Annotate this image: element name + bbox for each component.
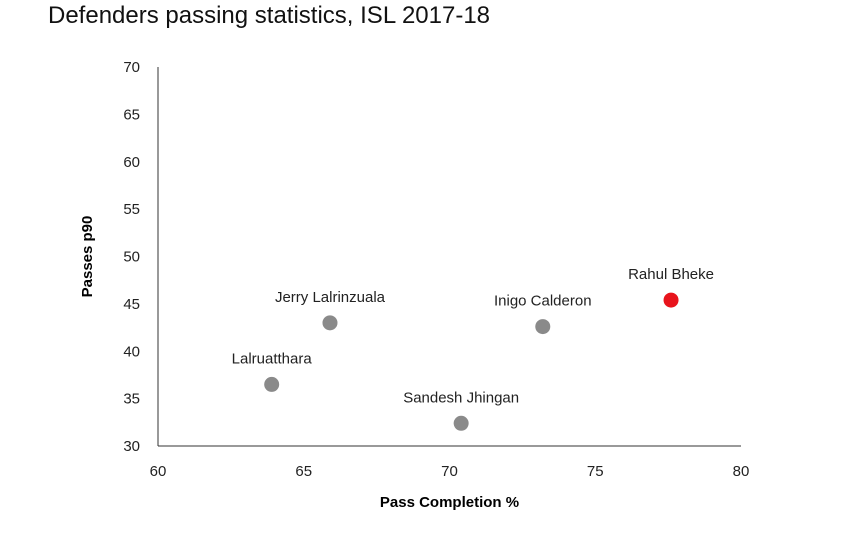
chart-title: Defenders passing statistics, ISL 2017-1… — [48, 2, 491, 29]
y-tick-label: 45 — [123, 296, 140, 313]
data-point — [453, 415, 469, 431]
data-point — [322, 315, 338, 331]
point-label: Jerry Lalrinzuala — [275, 289, 386, 306]
y-axis-title: Passes p90 — [79, 216, 96, 298]
x-tick-label: 75 — [587, 463, 604, 480]
x-tick-labels: 60 65 70 75 80 — [150, 463, 750, 480]
point-label: Inigo Calderon — [494, 293, 592, 310]
x-tick-label: 65 — [295, 463, 312, 480]
data-point — [264, 376, 280, 392]
y-tick-label: 65 — [123, 106, 140, 123]
x-tick-label: 80 — [733, 463, 750, 480]
point-label: Sandesh Jhingan — [403, 389, 519, 406]
y-tick-labels: 30 35 40 45 50 55 60 65 70 — [123, 59, 140, 455]
data-point — [663, 292, 679, 308]
point-label: Rahul Bheke — [628, 266, 714, 283]
y-tick-label: 55 — [123, 201, 140, 218]
y-tick-label: 60 — [123, 154, 140, 171]
x-tick-label: 60 — [150, 463, 167, 480]
y-tick-label: 40 — [123, 343, 140, 360]
point-label: Lalruatthara — [232, 350, 313, 367]
y-tick-label: 35 — [123, 391, 140, 408]
data-point — [535, 319, 551, 335]
y-tick-label: 70 — [123, 59, 140, 76]
x-tick-label: 70 — [441, 463, 458, 480]
y-tick-label: 50 — [123, 249, 140, 266]
x-axis-title: Pass Completion % — [380, 494, 519, 511]
data-points — [264, 292, 679, 431]
point-labels: Lalruatthara Jerry Lalrinzuala Sandesh Jhi… — [232, 266, 714, 406]
y-tick-label: 30 — [123, 438, 140, 455]
